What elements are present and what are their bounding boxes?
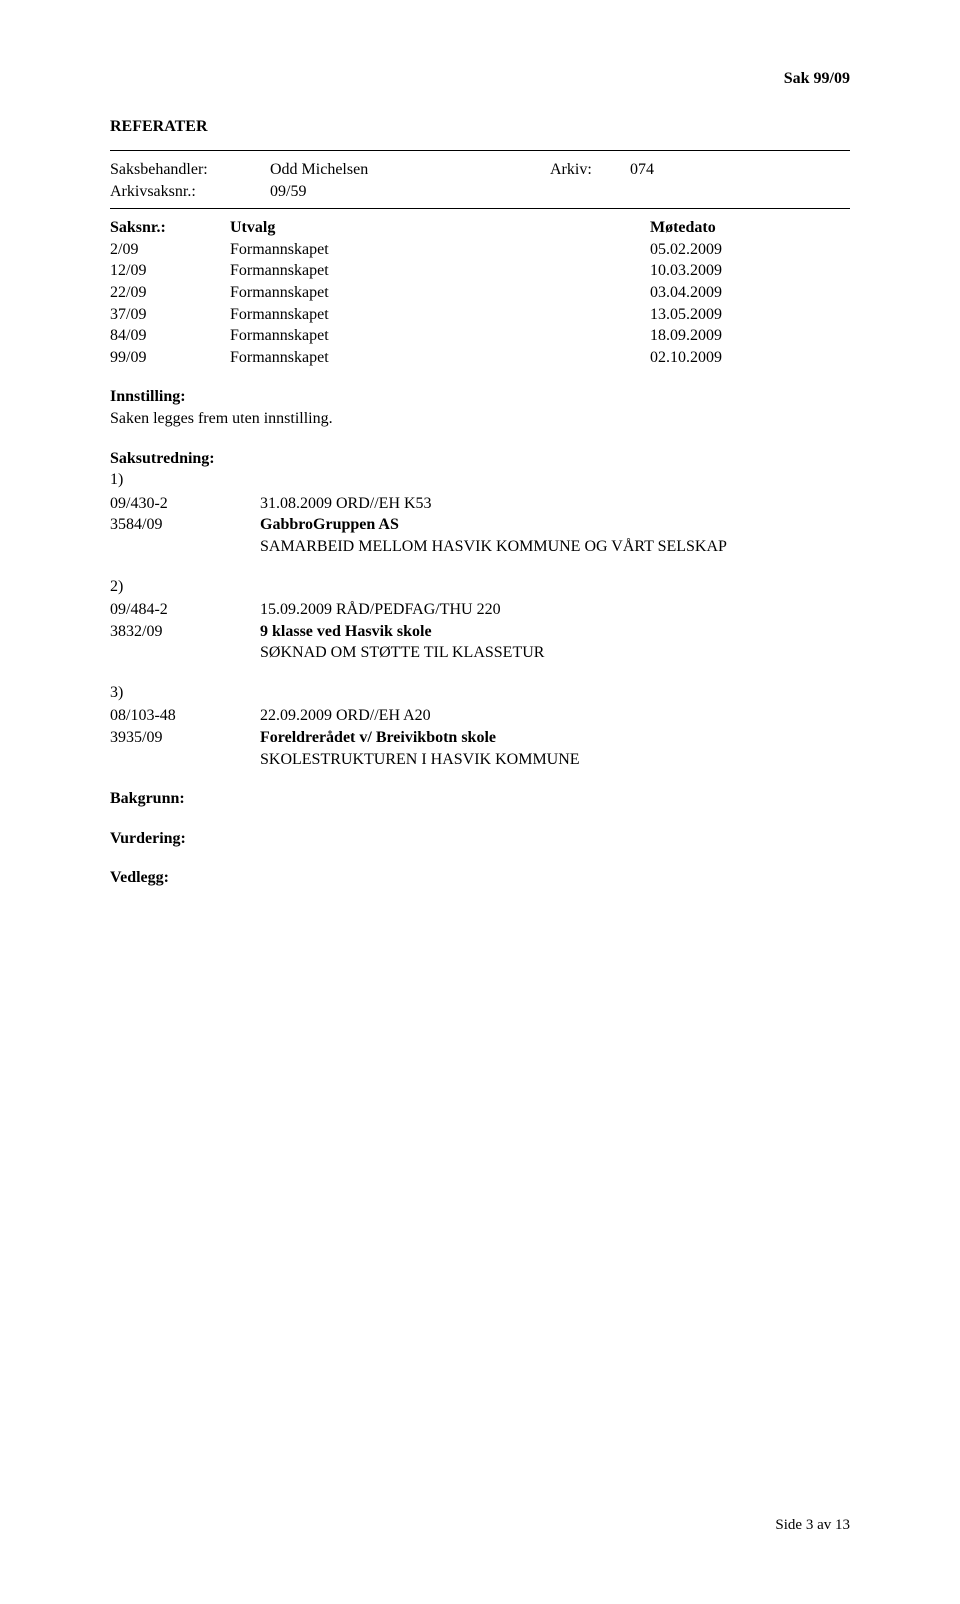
item-detail: 15.09.2009 RÅD/PEDFAG/THU 220 xyxy=(260,599,544,621)
item-table: 08/103-48 22.09.2009 ORD//EH A20 3935/09… xyxy=(110,705,580,770)
item-ref: 09/430-2 xyxy=(110,493,260,515)
innstilling-text: Saken legges frem uten innstilling. xyxy=(110,408,850,430)
utvalg: Formannskapet xyxy=(230,260,650,282)
meta-row: Arkivsaksnr.: 09/59 xyxy=(110,181,850,203)
item-row: SAMARBEID MELLOM HASVIK KOMMUNE OG VÅRT … xyxy=(110,536,727,558)
meta-right-label: Arkiv: xyxy=(550,159,630,181)
col-header: Utvalg xyxy=(230,217,650,239)
saksnr: 22/09 xyxy=(110,282,230,304)
item-row: 09/430-2 31.08.2009 ORD//EH K53 xyxy=(110,493,727,515)
meta-label: Arkivsaksnr.: xyxy=(110,181,270,203)
item-row: SØKNAD OM STØTTE TIL KLASSETUR xyxy=(110,642,544,664)
dato: 05.02.2009 xyxy=(650,239,850,261)
divider-top xyxy=(110,150,850,151)
dato: 02.10.2009 xyxy=(650,347,850,369)
item-subject: SKOLESTRUKTUREN I HASVIK KOMMUNE xyxy=(260,749,580,771)
case-reference: Sak 99/09 xyxy=(110,70,850,88)
innstilling-block: Innstilling: Saken legges frem uten inns… xyxy=(110,386,850,429)
vurdering-heading: Vurdering: xyxy=(110,828,850,850)
item-subject: SAMARBEID MELLOM HASVIK KOMMUNE OG VÅRT … xyxy=(260,536,727,558)
saksutredning-block: Saksutredning: 1) 09/430-2 31.08.2009 OR… xyxy=(110,448,850,771)
col-header: Møtedato xyxy=(650,217,850,239)
col-header: Saksnr.: xyxy=(110,217,230,239)
dato: 18.09.2009 xyxy=(650,325,850,347)
item-party: Foreldrerådet v/ Breivikbotn skole xyxy=(260,727,580,749)
meta-label: Saksbehandler: xyxy=(110,159,270,181)
utvalg: Formannskapet xyxy=(230,347,650,369)
document-title: REFERATER xyxy=(110,118,850,136)
saksnr: 12/09 xyxy=(110,260,230,282)
saksnr: 2/09 xyxy=(110,239,230,261)
utvalg-header-row: Saksnr.: Utvalg Møtedato xyxy=(110,217,850,239)
utvalg-row: 22/09 Formannskapet 03.04.2009 xyxy=(110,282,850,304)
page: Sak 99/09 REFERATER Saksbehandler: Odd M… xyxy=(0,0,960,1604)
item-table: 09/484-2 15.09.2009 RÅD/PEDFAG/THU 220 3… xyxy=(110,599,544,664)
item-number: 3) xyxy=(110,682,850,704)
item-ref xyxy=(110,749,260,771)
utvalg-table: Saksnr.: Utvalg Møtedato 2/09 Formannska… xyxy=(110,217,850,368)
item-row: 3584/09 GabbroGruppen AS xyxy=(110,514,727,536)
item-row: 09/484-2 15.09.2009 RÅD/PEDFAG/THU 220 xyxy=(110,599,544,621)
dato: 03.04.2009 xyxy=(650,282,850,304)
vedlegg-heading: Vedlegg: xyxy=(110,867,850,889)
divider-mid xyxy=(110,208,850,209)
item-party: 9 klasse ved Hasvik skole xyxy=(260,621,544,643)
bakgrunn-heading: Bakgrunn: xyxy=(110,788,850,810)
item-party: GabbroGruppen AS xyxy=(260,514,727,536)
meta-row: Saksbehandler: Odd Michelsen Arkiv: 074 xyxy=(110,159,850,181)
utvalg: Formannskapet xyxy=(230,325,650,347)
utvalg: Formannskapet xyxy=(230,282,650,304)
dato: 13.05.2009 xyxy=(650,304,850,326)
utvalg-row: 2/09 Formannskapet 05.02.2009 xyxy=(110,239,850,261)
item-ref: 3935/09 xyxy=(110,727,260,749)
saksnr: 84/09 xyxy=(110,325,230,347)
saksutredning-heading: Saksutredning: xyxy=(110,448,850,470)
meta-right-value: 074 xyxy=(630,159,850,181)
item-row: 3935/09 Foreldrerådet v/ Breivikbotn sko… xyxy=(110,727,580,749)
saksnr: 37/09 xyxy=(110,304,230,326)
dato: 10.03.2009 xyxy=(650,260,850,282)
item-ref xyxy=(110,642,260,664)
page-footer: Side 3 av 13 xyxy=(775,1517,850,1534)
meta-value: Odd Michelsen xyxy=(270,159,550,181)
utvalg-row: 99/09 Formannskapet 02.10.2009 xyxy=(110,347,850,369)
item-row: 08/103-48 22.09.2009 ORD//EH A20 xyxy=(110,705,580,727)
item-row: 3832/09 9 klasse ved Hasvik skole xyxy=(110,621,544,643)
item-ref: 09/484-2 xyxy=(110,599,260,621)
utvalg: Formannskapet xyxy=(230,304,650,326)
item-ref: 3584/09 xyxy=(110,514,260,536)
item-ref: 08/103-48 xyxy=(110,705,260,727)
item-number: 1) xyxy=(110,469,850,491)
item-table: 09/430-2 31.08.2009 ORD//EH K53 3584/09 … xyxy=(110,493,727,558)
item-subject: SØKNAD OM STØTTE TIL KLASSETUR xyxy=(260,642,544,664)
utvalg-row: 37/09 Formannskapet 13.05.2009 xyxy=(110,304,850,326)
meta-table: Saksbehandler: Odd Michelsen Arkiv: 074 … xyxy=(110,159,850,202)
item-row: SKOLESTRUKTUREN I HASVIK KOMMUNE xyxy=(110,749,580,771)
item-number: 2) xyxy=(110,576,850,598)
utvalg-row: 84/09 Formannskapet 18.09.2009 xyxy=(110,325,850,347)
meta-value: 09/59 xyxy=(270,181,550,203)
utvalg: Formannskapet xyxy=(230,239,650,261)
utvalg-row: 12/09 Formannskapet 10.03.2009 xyxy=(110,260,850,282)
item-ref xyxy=(110,536,260,558)
innstilling-heading: Innstilling: xyxy=(110,386,850,408)
item-detail: 31.08.2009 ORD//EH K53 xyxy=(260,493,727,515)
saksnr: 99/09 xyxy=(110,347,230,369)
item-ref: 3832/09 xyxy=(110,621,260,643)
item-detail: 22.09.2009 ORD//EH A20 xyxy=(260,705,580,727)
